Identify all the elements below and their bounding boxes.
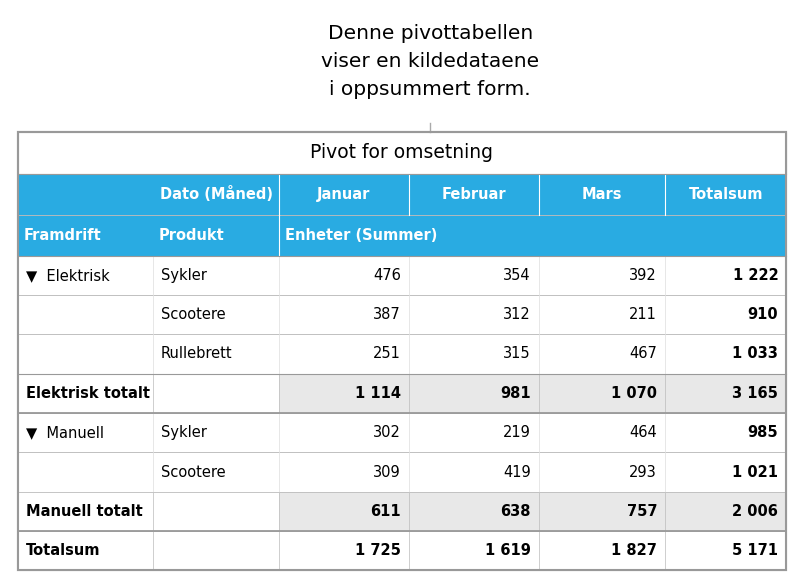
Text: Sykler: Sykler	[161, 268, 206, 283]
Text: Februar: Februar	[441, 187, 505, 202]
Text: Totalsum: Totalsum	[687, 187, 762, 202]
FancyBboxPatch shape	[18, 492, 279, 531]
FancyBboxPatch shape	[18, 256, 785, 295]
FancyBboxPatch shape	[18, 132, 785, 570]
FancyBboxPatch shape	[18, 215, 785, 256]
FancyBboxPatch shape	[18, 531, 785, 570]
Text: 611: 611	[369, 504, 400, 519]
Text: 985: 985	[747, 425, 777, 440]
Text: 1 114: 1 114	[354, 386, 400, 401]
Text: Totalsum: Totalsum	[26, 543, 100, 558]
Text: 219: 219	[502, 425, 530, 440]
Text: Enheter (Summer): Enheter (Summer)	[285, 228, 438, 243]
Text: Scootere: Scootere	[161, 464, 225, 480]
FancyBboxPatch shape	[279, 374, 785, 413]
Text: 315: 315	[503, 346, 530, 362]
Text: Framdrift: Framdrift	[24, 228, 102, 243]
Text: ▼  Manuell: ▼ Manuell	[26, 425, 104, 440]
FancyBboxPatch shape	[18, 452, 785, 492]
Text: Sykler: Sykler	[161, 425, 206, 440]
Text: 638: 638	[499, 504, 530, 519]
Text: 476: 476	[373, 268, 400, 283]
Text: Denne pivottabellen
viser en kildedataene
i oppsummert form.: Denne pivottabellen viser en kildedataen…	[320, 24, 539, 99]
Text: 419: 419	[502, 464, 530, 480]
Text: Dato (Måned): Dato (Måned)	[159, 186, 272, 202]
Text: Produkt: Produkt	[159, 228, 225, 243]
Text: 293: 293	[629, 464, 656, 480]
Text: 1 725: 1 725	[354, 543, 400, 558]
FancyBboxPatch shape	[18, 413, 785, 452]
Text: 1 021: 1 021	[732, 464, 777, 480]
Text: 309: 309	[373, 464, 400, 480]
Text: 464: 464	[629, 425, 656, 440]
Text: 2 006: 2 006	[732, 504, 777, 519]
Text: 1 033: 1 033	[732, 346, 777, 362]
FancyBboxPatch shape	[18, 295, 785, 335]
Text: Rullebrett: Rullebrett	[161, 346, 232, 362]
Text: Pivot for omsetning: Pivot for omsetning	[310, 143, 493, 162]
Text: 467: 467	[628, 346, 656, 362]
Text: 251: 251	[373, 346, 400, 362]
Text: 3 165: 3 165	[732, 386, 777, 401]
Text: 354: 354	[503, 268, 530, 283]
Text: 387: 387	[373, 307, 400, 322]
Text: 981: 981	[499, 386, 530, 401]
Text: Elektrisk totalt: Elektrisk totalt	[26, 386, 149, 401]
Text: 1 619: 1 619	[484, 543, 530, 558]
Text: Mars: Mars	[581, 187, 622, 202]
FancyBboxPatch shape	[18, 132, 785, 174]
Text: Januar: Januar	[317, 187, 370, 202]
Text: 1 827: 1 827	[610, 543, 656, 558]
Text: 1 070: 1 070	[610, 386, 656, 401]
Text: 1 222: 1 222	[732, 268, 777, 283]
Text: 302: 302	[373, 425, 400, 440]
Text: 910: 910	[747, 307, 777, 322]
FancyBboxPatch shape	[18, 335, 785, 374]
FancyBboxPatch shape	[18, 374, 279, 413]
Text: Manuell totalt: Manuell totalt	[26, 504, 142, 519]
FancyBboxPatch shape	[18, 174, 785, 215]
Text: Scootere: Scootere	[161, 307, 225, 322]
Text: 5 171: 5 171	[732, 543, 777, 558]
Text: 312: 312	[502, 307, 530, 322]
Text: 392: 392	[629, 268, 656, 283]
Text: 757: 757	[626, 504, 656, 519]
Text: 211: 211	[628, 307, 656, 322]
FancyBboxPatch shape	[279, 492, 785, 531]
Text: ▼  Elektrisk: ▼ Elektrisk	[26, 268, 109, 283]
